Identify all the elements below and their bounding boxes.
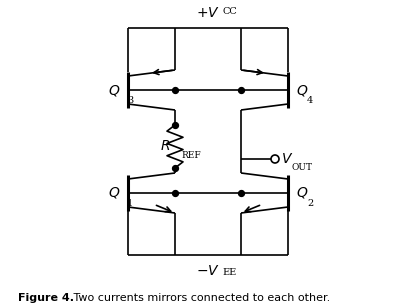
- Text: $R$: $R$: [160, 140, 170, 153]
- Point: [238, 191, 244, 196]
- Point: [238, 87, 244, 92]
- Text: Figure 4.: Figure 4.: [18, 293, 74, 303]
- Point: [172, 191, 178, 196]
- Text: OUT: OUT: [291, 163, 312, 172]
- Text: EE: EE: [222, 268, 236, 277]
- Text: $Q$: $Q$: [296, 83, 308, 98]
- Text: 1: 1: [127, 199, 133, 208]
- Text: Two currents mirrors connected to each other.: Two currents mirrors connected to each o…: [70, 293, 330, 303]
- Point: [172, 165, 178, 170]
- Text: $Q$: $Q$: [108, 185, 120, 201]
- Text: CC: CC: [222, 7, 237, 16]
- Point: [172, 123, 178, 128]
- Text: 2: 2: [307, 199, 313, 208]
- Text: $Q$: $Q$: [108, 83, 120, 98]
- Text: $+V$: $+V$: [196, 6, 220, 20]
- Text: 4: 4: [307, 96, 313, 105]
- Text: 3: 3: [127, 96, 133, 105]
- Text: $Q$: $Q$: [296, 185, 308, 201]
- Text: $-V$: $-V$: [196, 264, 220, 278]
- Point: [172, 87, 178, 92]
- Text: REF: REF: [181, 152, 201, 160]
- Text: $V$: $V$: [281, 152, 293, 166]
